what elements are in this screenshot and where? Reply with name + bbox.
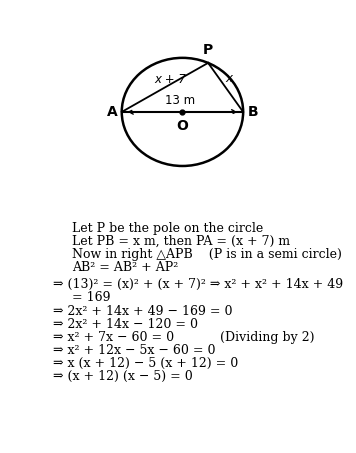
Text: = 169: = 169 (72, 291, 111, 304)
Text: ⇒ (x + 12) (x − 5) = 0: ⇒ (x + 12) (x − 5) = 0 (53, 370, 193, 382)
Text: AB² = AB² + AP²: AB² = AB² + AP² (72, 261, 178, 274)
Text: x: x (225, 72, 232, 85)
Text: 13 m: 13 m (164, 94, 195, 107)
Text: ⇒ x² + 12x − 5x − 60 = 0: ⇒ x² + 12x − 5x − 60 = 0 (53, 344, 215, 357)
Text: P: P (203, 43, 213, 57)
Text: Now in right △APB    (P is in a semi circle): Now in right △APB (P is in a semi circle… (72, 248, 342, 261)
Text: A: A (107, 105, 117, 119)
Text: ⇒ 2x² + 14x − 120 = 0: ⇒ 2x² + 14x − 120 = 0 (53, 318, 198, 331)
Text: x + 7: x + 7 (155, 72, 187, 86)
Text: B: B (247, 105, 258, 119)
Text: O: O (177, 119, 188, 133)
Text: Let P be the pole on the circle: Let P be the pole on the circle (72, 222, 263, 235)
Text: ⇒ x² + 7x − 60 = 0: ⇒ x² + 7x − 60 = 0 (53, 331, 174, 344)
Text: Let PB = x m, then PA = (x + 7) m: Let PB = x m, then PA = (x + 7) m (72, 235, 290, 248)
Text: ⇒ x (x + 12) − 5 (x + 12) = 0: ⇒ x (x + 12) − 5 (x + 12) = 0 (53, 357, 238, 370)
Text: ⇒ (13)² = (x)² + (x + 7)² ⇒ x² + x² + 14x + 49: ⇒ (13)² = (x)² + (x + 7)² ⇒ x² + x² + 14… (53, 278, 343, 291)
Text: (Dividing by 2): (Dividing by 2) (220, 331, 314, 344)
Text: ⇒ 2x² + 14x + 49 − 169 = 0: ⇒ 2x² + 14x + 49 − 169 = 0 (53, 305, 232, 318)
